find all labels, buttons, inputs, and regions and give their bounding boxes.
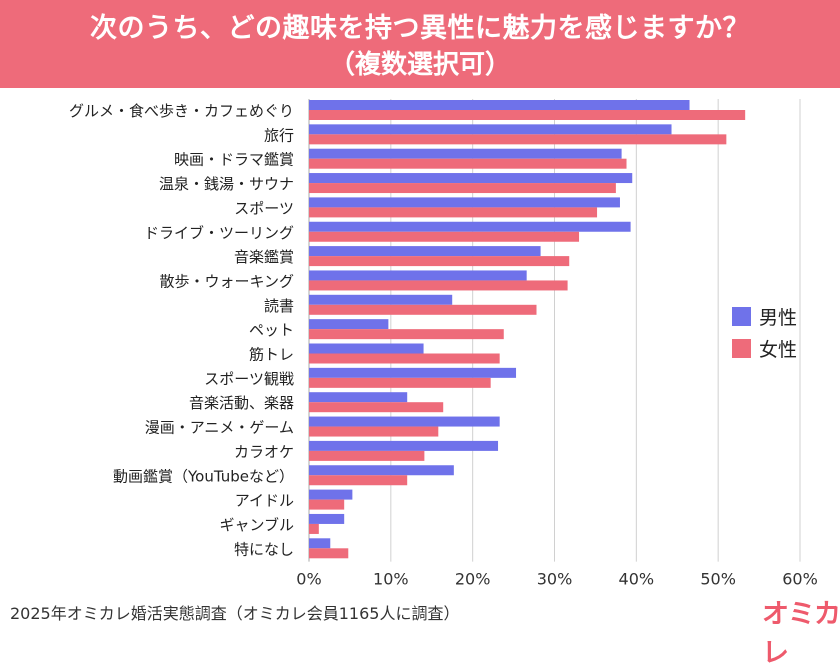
- title-banner: 次のうち、どの趣味を持つ異性に魅力を感じますか？ （複数選択可）: [0, 0, 840, 88]
- bar-female: [309, 426, 439, 437]
- category-label: 読書: [264, 297, 294, 315]
- category-label: カラオケ: [234, 443, 294, 461]
- bar-female: [309, 523, 319, 534]
- legend-label-male: 男性: [759, 306, 798, 329]
- x-tick-label: 10%: [373, 570, 409, 589]
- category-label: 旅行: [264, 126, 294, 144]
- category-label: 映画・ドラマ鑑賞: [174, 151, 294, 169]
- bar-female: [309, 256, 570, 267]
- bar-male: [309, 538, 331, 549]
- bar-female: [309, 280, 568, 291]
- bar-male: [309, 173, 633, 184]
- x-tick-label: 30%: [537, 570, 573, 589]
- bar-chart: 0% 10% 20% 30% 40% 50% 60% グルメ・食べ歩き・カフェめぐり旅行映画・…: [69, 99, 818, 589]
- bar-male: [309, 319, 389, 330]
- bar-female: [309, 329, 504, 340]
- legend-item-male: 男性: [732, 300, 797, 332]
- x-tick-label: 60%: [782, 570, 818, 589]
- legend-swatch-male: [732, 306, 751, 326]
- bar-male: [309, 148, 622, 159]
- bar-female: [309, 304, 537, 315]
- chart-title: 次のうち、どの趣味を持つ異性に魅力を感じますか？: [90, 13, 750, 44]
- legend: 男性 女性: [732, 300, 797, 364]
- bar-male: [309, 100, 690, 110]
- bar-female: [309, 183, 616, 194]
- bar-female: [309, 134, 727, 145]
- bar-male: [309, 465, 454, 476]
- bar-male: [309, 440, 499, 451]
- bar-male: [309, 197, 620, 208]
- bar-female: [309, 207, 598, 218]
- category-label: スポーツ観戦: [204, 370, 294, 388]
- brand-logo: オミカレ: [762, 599, 840, 669]
- bar-female: [309, 402, 444, 413]
- category-label: 散歩・ウォーキング: [159, 272, 294, 290]
- bar-female: [309, 450, 425, 461]
- x-tick-label: 20%: [455, 570, 491, 589]
- chart-subtitle: （複数選択可）: [328, 50, 511, 80]
- category-label: 音楽活動、楽器: [189, 394, 294, 412]
- category-label: アイドル: [235, 492, 294, 510]
- category-label: 動画鑑賞（YouTubeなど）: [113, 467, 294, 485]
- bar-male: [309, 270, 527, 281]
- bar-male: [309, 489, 353, 500]
- legend-swatch-female: [732, 338, 751, 358]
- category-label: 筋トレ: [249, 346, 294, 364]
- bar-female: [309, 499, 345, 510]
- bar-male: [309, 343, 424, 354]
- bar-female: [309, 231, 580, 242]
- bar-female: [309, 158, 627, 169]
- bar-male: [309, 294, 453, 305]
- category-label: グルメ・食べ歩き・カフェめぐり: [69, 102, 294, 120]
- bar-female: [309, 548, 349, 559]
- x-tick-label: 40%: [619, 570, 655, 589]
- bar-female: [309, 475, 408, 486]
- category-label: 特になし: [234, 540, 294, 558]
- category-label: ドライブ・ツーリング: [144, 224, 294, 242]
- category-label: 温泉・銭湯・サウナ: [159, 175, 294, 193]
- category-label: ペット: [249, 321, 294, 339]
- bar-male: [309, 221, 631, 232]
- bar-female: [309, 110, 746, 120]
- x-tick-label: 0%: [296, 570, 321, 589]
- source-note: 2025年オミカレ婚活実態調査（オミカレ会員1165人に調査）: [10, 604, 460, 623]
- category-label: ギャンブル: [219, 516, 294, 534]
- bar-female: [309, 377, 491, 388]
- bar-male: [309, 124, 672, 135]
- x-tick-label: 50%: [700, 570, 736, 589]
- bar-male: [309, 392, 408, 403]
- legend-item-female: 女性: [732, 332, 797, 364]
- bar-female: [309, 353, 500, 364]
- category-label: 音楽鑑賞: [234, 248, 294, 266]
- category-label: 漫画・アニメ・ゲーム: [145, 419, 294, 437]
- bar-male: [309, 246, 541, 257]
- bar-male: [309, 416, 500, 427]
- bar-male: [309, 367, 517, 378]
- bar-male: [309, 513, 345, 524]
- legend-label-female: 女性: [759, 338, 798, 361]
- category-label: スポーツ: [234, 199, 294, 217]
